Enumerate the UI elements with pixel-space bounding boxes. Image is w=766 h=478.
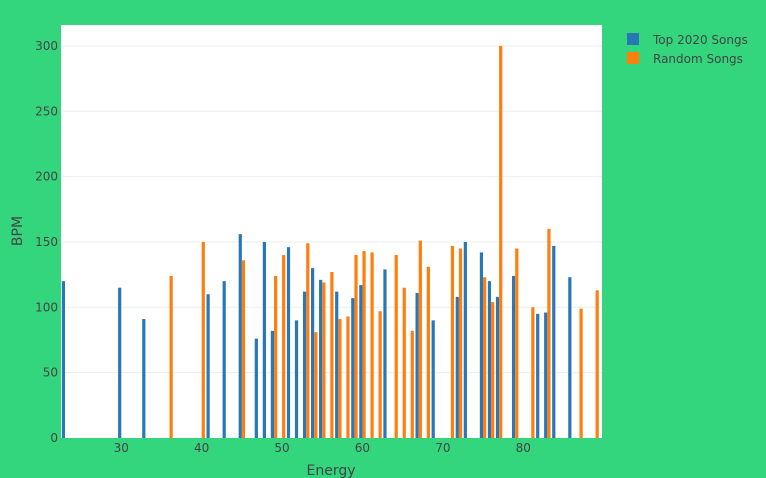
- bar-top-2020[interactable]: [262, 241, 266, 438]
- bar-random[interactable]: [274, 275, 278, 438]
- x-axis-title: Energy: [306, 463, 355, 478]
- bar-top-2020[interactable]: [415, 292, 419, 438]
- bar-random[interactable]: [362, 251, 366, 438]
- bar-top-2020[interactable]: [270, 330, 275, 438]
- bar-random[interactable]: [282, 255, 286, 438]
- bar-top-2020[interactable]: [222, 281, 226, 438]
- bar-top-2020[interactable]: [495, 296, 500, 438]
- bar-top-2020[interactable]: [463, 241, 467, 438]
- bar-top-2020[interactable]: [311, 268, 315, 438]
- bar-random[interactable]: [330, 272, 334, 438]
- x-tick-label: 80: [516, 441, 531, 455]
- bar-group: [61, 45, 599, 438]
- bar-random[interactable]: [346, 316, 350, 438]
- bar-top-2020[interactable]: [511, 275, 516, 438]
- bar-top-2020[interactable]: [206, 294, 210, 438]
- x-tick-label: 60: [355, 441, 370, 455]
- bar-random[interactable]: [410, 330, 414, 438]
- bar-random[interactable]: [458, 248, 463, 438]
- bar-top-2020[interactable]: [335, 291, 339, 438]
- bar-random[interactable]: [338, 319, 342, 438]
- bar-top-2020[interactable]: [544, 312, 548, 438]
- bar-top-2020[interactable]: [552, 245, 556, 438]
- bar-top-2020[interactable]: [238, 234, 242, 438]
- y-tick-label: 300: [35, 39, 58, 53]
- bar-random[interactable]: [579, 308, 583, 438]
- bar-top-2020[interactable]: [536, 313, 540, 438]
- bar-random[interactable]: [306, 243, 310, 438]
- bar-random[interactable]: [169, 275, 173, 438]
- bar-top-2020[interactable]: [61, 281, 66, 438]
- y-axis-title: BPM: [10, 216, 26, 246]
- bar-top-2020[interactable]: [319, 279, 323, 438]
- legend-item-top-2020[interactable]: Top 2020 Songs: [627, 33, 748, 47]
- bar-random[interactable]: [531, 307, 535, 438]
- bar-top-2020[interactable]: [118, 287, 122, 438]
- legend[interactable]: Top 2020 Songs Random Songs: [627, 33, 748, 66]
- x-tick-label: 50: [274, 441, 289, 455]
- bar-random[interactable]: [201, 241, 205, 438]
- y-tick-label: 50: [43, 366, 58, 380]
- bar-top-2020[interactable]: [383, 269, 387, 438]
- bar-random[interactable]: [418, 240, 422, 438]
- x-tick-label: 30: [114, 441, 129, 455]
- bar-top-2020[interactable]: [479, 252, 484, 438]
- bar-top-2020[interactable]: [142, 319, 146, 438]
- bar-random[interactable]: [378, 311, 382, 438]
- bar-random[interactable]: [515, 248, 519, 438]
- bar-random[interactable]: [426, 266, 430, 438]
- bar-top-2020[interactable]: [359, 285, 363, 438]
- bars: [61, 45, 599, 438]
- bar-random[interactable]: [491, 302, 495, 438]
- bar-top-2020[interactable]: [302, 291, 307, 438]
- bar-random[interactable]: [547, 228, 551, 438]
- legend-swatch-random: [627, 52, 639, 64]
- bar-random[interactable]: [354, 255, 358, 438]
- bar-top-2020[interactable]: [351, 298, 355, 438]
- bar-top-2020[interactable]: [455, 296, 459, 438]
- y-tick-label: 0: [50, 431, 58, 445]
- y-axis-ticks: 0 50 100 150 200 250 300: [35, 39, 58, 445]
- legend-item-random[interactable]: Random Songs: [627, 52, 743, 66]
- y-tick-label: 150: [35, 235, 58, 249]
- bar-random[interactable]: [394, 255, 398, 438]
- bar-top-2020[interactable]: [286, 247, 291, 438]
- bar-random[interactable]: [370, 252, 374, 438]
- bar-random[interactable]: [499, 45, 503, 438]
- bar-top-2020[interactable]: [487, 281, 492, 438]
- legend-swatch-top-2020: [627, 33, 639, 45]
- bar-top-2020[interactable]: [294, 320, 299, 438]
- x-axis-ticks: 30 40 50 60 70 80: [114, 441, 531, 455]
- bar-random[interactable]: [402, 287, 406, 438]
- bar-random[interactable]: [483, 277, 487, 438]
- y-tick-label: 100: [35, 300, 58, 314]
- bar-random[interactable]: [450, 245, 455, 438]
- x-tick-label: 70: [435, 441, 450, 455]
- bar-random[interactable]: [595, 290, 599, 438]
- bar-top-2020[interactable]: [431, 320, 435, 438]
- x-tick-label: 40: [194, 441, 209, 455]
- y-tick-label: 200: [35, 170, 58, 184]
- legend-label-random: Random Songs: [653, 52, 743, 66]
- y-tick-label: 250: [35, 104, 58, 118]
- bar-random[interactable]: [241, 260, 246, 438]
- bar-top-2020[interactable]: [568, 277, 572, 438]
- bar-top-2020[interactable]: [254, 338, 258, 438]
- bar-random[interactable]: [322, 282, 326, 438]
- legend-label-top-2020: Top 2020 Songs: [652, 33, 748, 47]
- bar-random[interactable]: [314, 332, 318, 438]
